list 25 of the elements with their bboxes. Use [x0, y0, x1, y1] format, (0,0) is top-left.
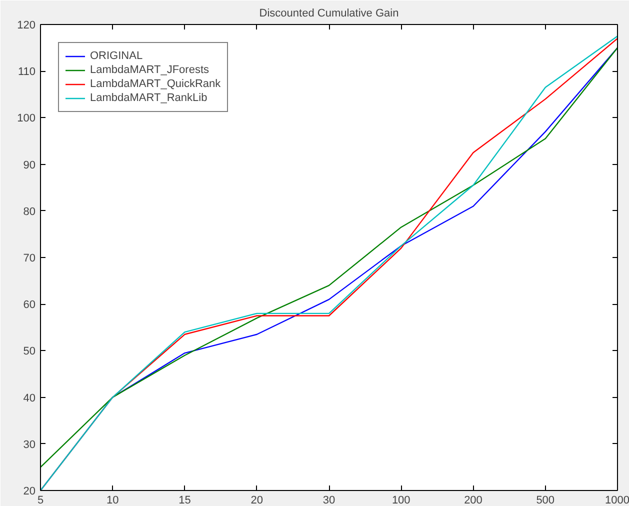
y-tick-label: 60: [23, 299, 36, 312]
y-tick-label: 90: [23, 159, 36, 172]
y-tick-label: 100: [17, 112, 36, 125]
x-tick-label: 100: [392, 494, 410, 506]
y-tick-label: 110: [18, 66, 36, 78]
x-tick-label: 200: [464, 494, 482, 506]
y-tick-label: 70: [23, 252, 36, 264]
y-tick-label: 50: [23, 346, 36, 358]
y-tick-label: 30: [23, 438, 36, 451]
x-tick-label: 20: [250, 494, 264, 506]
y-tick-label: 40: [23, 392, 36, 404]
legend-label: LambdaMART_RankLib: [90, 91, 208, 105]
x-tick-label: 10: [106, 494, 119, 506]
y-tick-label: 80: [23, 206, 36, 218]
x-tick-label: 500: [536, 494, 555, 506]
y-tick-label: 20: [23, 486, 36, 498]
chart-title: Discounted Cumulative Gain: [259, 8, 399, 20]
x-tick-label: 15: [178, 494, 191, 506]
legend-label: LambdaMART_JForests: [90, 63, 210, 77]
x-tick-label: 5: [37, 494, 44, 506]
legend-label: ORIGINAL: [90, 49, 143, 63]
x-tick-label: 1000: [605, 494, 629, 506]
y-tick-label: 120: [17, 20, 36, 32]
x-tick-label: 30: [322, 494, 336, 506]
legend-label: LambdaMART_QuickRank: [90, 77, 221, 91]
